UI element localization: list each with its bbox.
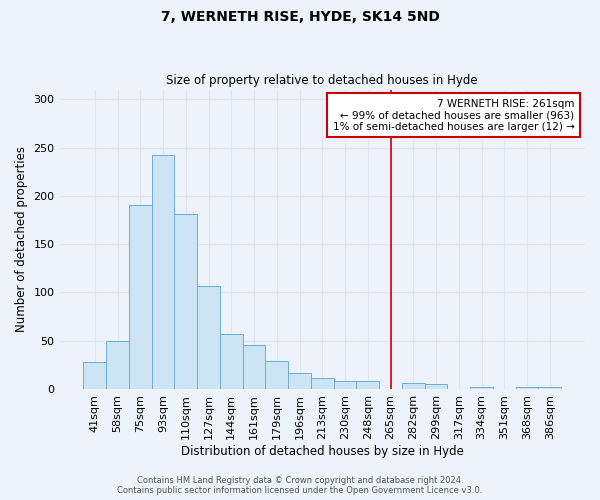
Bar [129, 206, 152, 389]
Bar [152, 155, 175, 389]
Bar [402, 383, 425, 389]
Bar [175, 214, 197, 389]
Y-axis label: Number of detached properties: Number of detached properties [15, 146, 28, 332]
Bar [538, 387, 561, 389]
Bar [106, 340, 129, 389]
Bar [470, 387, 493, 389]
Bar [515, 387, 538, 389]
Bar [334, 381, 356, 389]
Bar [220, 334, 242, 389]
Text: Contains HM Land Registry data © Crown copyright and database right 2024.
Contai: Contains HM Land Registry data © Crown c… [118, 476, 482, 495]
Bar [288, 372, 311, 389]
Bar [242, 344, 265, 389]
Bar [356, 381, 379, 389]
Bar [311, 378, 334, 389]
Text: 7 WERNETH RISE: 261sqm
← 99% of detached houses are smaller (963)
1% of semi-det: 7 WERNETH RISE: 261sqm ← 99% of detached… [332, 98, 574, 132]
Bar [197, 286, 220, 389]
Text: 7, WERNETH RISE, HYDE, SK14 5ND: 7, WERNETH RISE, HYDE, SK14 5ND [161, 10, 439, 24]
Bar [265, 361, 288, 389]
X-axis label: Distribution of detached houses by size in Hyde: Distribution of detached houses by size … [181, 444, 464, 458]
Bar [83, 362, 106, 389]
Bar [425, 384, 448, 389]
Title: Size of property relative to detached houses in Hyde: Size of property relative to detached ho… [166, 74, 478, 87]
